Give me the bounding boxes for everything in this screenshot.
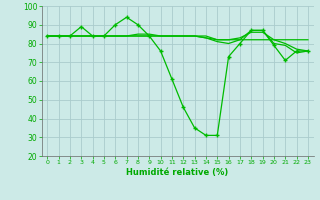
X-axis label: Humidité relative (%): Humidité relative (%) (126, 168, 229, 177)
